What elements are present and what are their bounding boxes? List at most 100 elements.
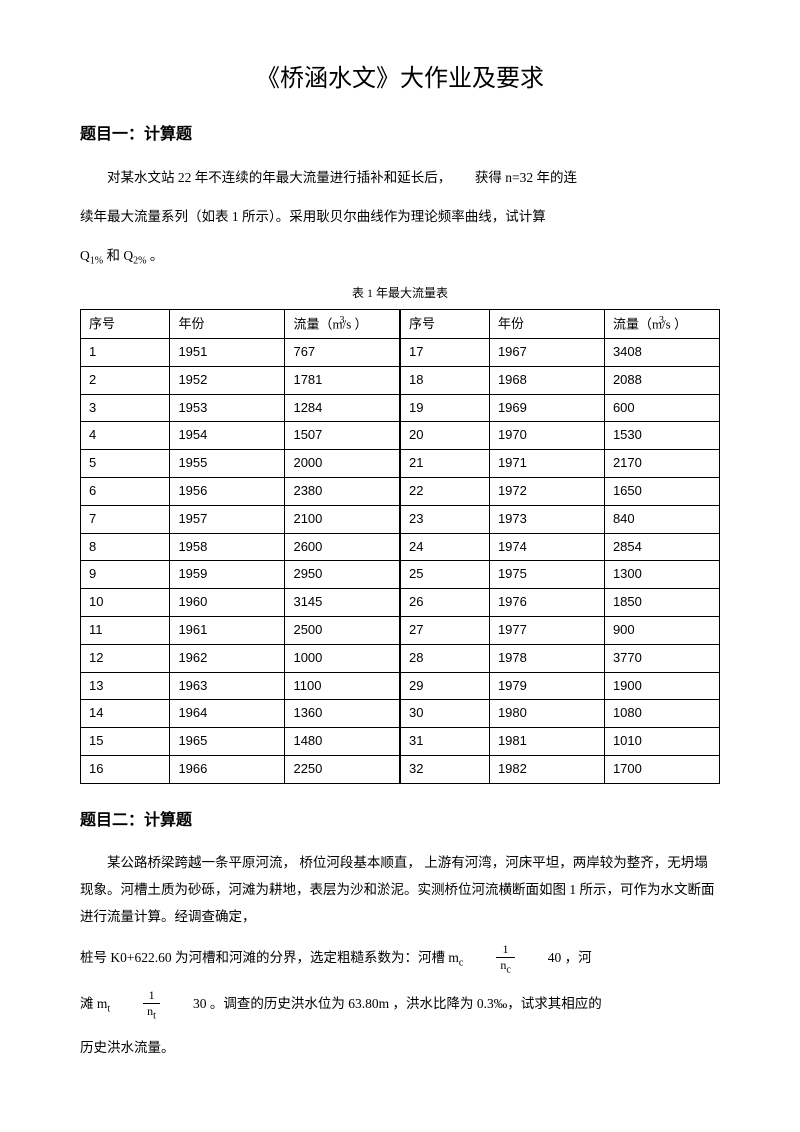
table-cell: 1000 [285,644,400,672]
q1-paragraph-2: 续年最大流量系列（如表 1 所示）。采用耿贝尔曲线作为理论频率曲线，试计算 [80,203,720,230]
fraction-1-over-nt: 1 nt [143,988,160,1022]
q1-p3c: 和 Q [103,248,133,263]
table-cell: 1951 [170,338,285,366]
table-cell: 2100 [285,505,400,533]
q1-p3e: 。 [146,248,163,263]
table-cell: 13 [81,672,170,700]
table-row: 14196413603019801080 [81,700,720,728]
table-cell: 1530 [604,422,719,450]
table-cell: 1284 [285,394,400,422]
table-cell: 1781 [285,366,400,394]
table-cell: 1650 [604,477,719,505]
table-cell: 20 [400,422,489,450]
q1-sub-2pct: 2% [133,256,146,267]
table-cell: 12 [81,644,170,672]
q2-sub-mt: t [107,1004,110,1015]
q2-p2a: 桩号 K0+622.60 为河槽和河滩的分界，选定粗糙系数为：河槽 m [80,950,459,965]
table-cell: 14 [81,700,170,728]
table-cell: 8 [81,533,170,561]
table-row: 8195826002419742854 [81,533,720,561]
table-cell: 1955 [170,450,285,478]
frac1-den: nc [496,958,514,976]
table-row: 319531284191969600 [81,394,720,422]
table-cell: 1360 [285,700,400,728]
table-cell: 1964 [170,700,285,728]
table-row: 119517671719673408 [81,338,720,366]
table-cell: 1900 [604,672,719,700]
frac1-num: 1 [496,942,514,957]
table-cell: 2 [81,366,170,394]
table-cell: 1300 [604,561,719,589]
table-cell: 2854 [604,533,719,561]
table-cell: 4 [81,422,170,450]
table-cell: 27 [400,616,489,644]
table-cell: 1507 [285,422,400,450]
table-cell: 7 [81,505,170,533]
q1-paragraph-1: 对某水文站 22 年不连续的年最大流量进行插补和延长后， 获得 n=32 年的连 [80,164,720,191]
table-cell: 16 [81,755,170,783]
table-caption: 表 1 年最大流量表 [80,284,720,303]
table-cell: 1010 [604,728,719,756]
table-row: 1119612500271977900 [81,616,720,644]
table-cell: 31 [400,728,489,756]
table-cell: 1981 [489,728,604,756]
table-cell: 1953 [170,394,285,422]
q1-p3a: Q [80,248,90,263]
q2-paragraph-1: 某公路桥梁跨越一条平原河流， 桥位河段基本顺直， 上游有河湾，河床平坦，两岸较为… [80,849,720,930]
table-cell: 1966 [170,755,285,783]
frac2-den: nt [143,1004,160,1022]
table-cell: 24 [400,533,489,561]
table-body: 1195176717196734082195217811819682088319… [81,338,720,783]
table-cell: 1973 [489,505,604,533]
table-cell: 3408 [604,338,719,366]
table-cell: 1978 [489,644,604,672]
table-row: 5195520002119712170 [81,450,720,478]
q2-sub-mc: c [459,958,463,969]
table-row: 719572100231973840 [81,505,720,533]
table-row: 16196622503219821700 [81,755,720,783]
th-flow-2: 流量（m/s ）3 [604,309,719,338]
table-cell: 1963 [170,672,285,700]
table-cell: 2500 [285,616,400,644]
q1-paragraph-3: Q1% 和 Q2% 。 [80,242,720,272]
table-cell: 1480 [285,728,400,756]
table-cell: 1980 [489,700,604,728]
table-cell: 1965 [170,728,285,756]
table-cell: 10 [81,589,170,617]
question-2-heading: 题目二：计算题 [80,808,720,834]
table-cell: 1968 [489,366,604,394]
table-cell: 2088 [604,366,719,394]
table-cell: 30 [400,700,489,728]
table-row: 9195929502519751300 [81,561,720,589]
table-cell: 2170 [604,450,719,478]
frac2-num: 1 [143,988,160,1003]
table-cell: 23 [400,505,489,533]
table-cell: 2950 [285,561,400,589]
table-cell: 21 [400,450,489,478]
q2-paragraph-3: 滩 mt 1 nt 30 。调查的历史洪水位为 63.80m ，洪水比降为 0.… [80,988,720,1022]
table-cell: 1952 [170,366,285,394]
table-cell: 1080 [604,700,719,728]
th-year-1: 年份 [170,309,285,338]
table-cell: 840 [604,505,719,533]
table-cell: 1969 [489,394,604,422]
table-cell: 3770 [604,644,719,672]
table-row: 15196514803119811010 [81,728,720,756]
table-cell: 1100 [285,672,400,700]
flow-table: 序号 年份 流量（m/s ）3 序号 年份 流量（m/s ）3 11951767… [80,309,720,784]
table-cell: 1982 [489,755,604,783]
table-cell: 11 [81,616,170,644]
table-cell: 1979 [489,672,604,700]
table-cell: 15 [81,728,170,756]
table-cell: 900 [604,616,719,644]
table-cell: 1962 [170,644,285,672]
table-row: 13196311002919791900 [81,672,720,700]
table-cell: 25 [400,561,489,589]
th-seq-1: 序号 [81,309,170,338]
table-cell: 18 [400,366,489,394]
table-cell: 1700 [604,755,719,783]
table-cell: 1970 [489,422,604,450]
table-row: 6195623802219721650 [81,477,720,505]
q1-p1b: 获得 n=32 年的连 [475,170,577,185]
table-cell: 600 [604,394,719,422]
